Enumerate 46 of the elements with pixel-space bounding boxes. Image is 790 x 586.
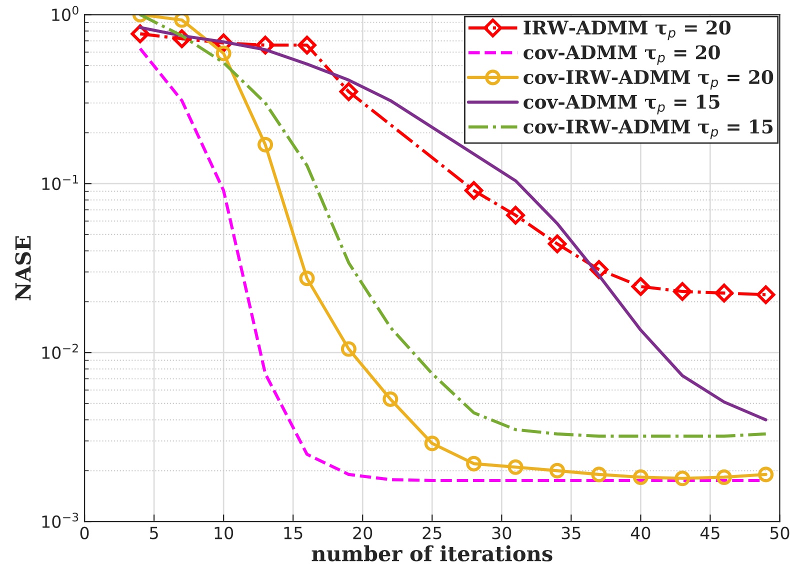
x-axis-title: number of iterations	[312, 545, 552, 562]
point	[174, 14, 190, 28]
y-tick-label: 10$^{0}$	[52, 6, 78, 22]
legend-label: cov-ADMM τ$_{p}$ = 15	[524, 94, 720, 114]
point	[716, 469, 732, 485]
x-tick-label: 10	[214, 526, 234, 540]
x-tick-label: 40	[630, 526, 650, 540]
x-tick-label: 45	[700, 526, 720, 540]
x-tick-label: 50	[770, 526, 790, 540]
point	[506, 206, 525, 225]
x-tick-label: 25	[422, 526, 442, 540]
x-tick-label: 30	[492, 526, 512, 540]
point	[632, 469, 648, 485]
point	[631, 277, 650, 296]
point	[508, 459, 524, 475]
legend-label: cov-IRW-ADMM τ$_{p}$ = 20	[524, 70, 774, 90]
point	[758, 466, 774, 482]
legend-label: cov-IRW-ADMM τ$_{p}$ = 15	[524, 119, 773, 140]
point	[339, 82, 358, 102]
point	[756, 285, 776, 304]
legend-label: IRW-ADMM τ$_{p}$ = 20	[524, 20, 731, 40]
y-tick-label: 10$^{−3}$	[42, 512, 78, 528]
point	[464, 181, 484, 200]
x-tick-label: 20	[353, 526, 372, 540]
y-tick-label: 10$^{−2}$	[42, 344, 78, 360]
point	[298, 36, 316, 55]
y-tick-label: 10$^{−1}$	[42, 174, 78, 190]
point	[673, 282, 692, 301]
point	[299, 270, 315, 286]
x-tick-label: 35	[562, 526, 580, 540]
legend-label: cov-ADMM τ$_{p}$ = 20	[524, 45, 720, 65]
point	[548, 234, 567, 254]
point	[549, 462, 566, 478]
point	[466, 456, 482, 472]
point	[714, 284, 734, 302]
point	[424, 436, 440, 452]
x-tick-label: 15	[284, 526, 302, 540]
point	[258, 136, 274, 152]
x-tick-label: 0	[80, 526, 89, 540]
point	[216, 46, 232, 62]
point	[340, 341, 356, 357]
y-axis-title: NASE	[15, 236, 31, 300]
point	[674, 470, 690, 486]
point	[591, 466, 607, 482]
point	[382, 391, 398, 407]
x-tick-label: 5	[150, 526, 158, 540]
